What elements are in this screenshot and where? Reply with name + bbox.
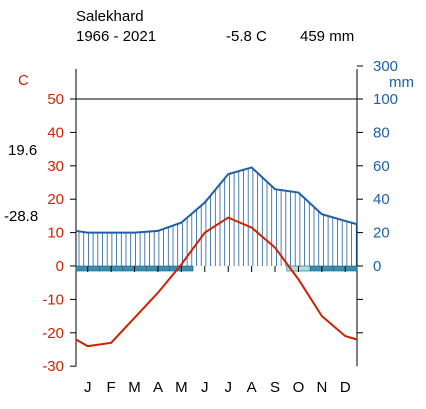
precipitation-tick-label: 300 (373, 58, 398, 75)
month-label: A (153, 379, 163, 396)
month-label: J (201, 379, 209, 396)
precipitation-tick-label: 40 (373, 191, 390, 208)
precipitation-tick-label: 80 (373, 124, 390, 141)
month-label: J (224, 379, 232, 396)
precipitation-tick-label: 0 (373, 258, 381, 275)
precipitation-line (76, 167, 357, 232)
month-label: A (247, 379, 257, 396)
month-label: D (340, 379, 351, 396)
precipitation-tick-label: 60 (373, 158, 390, 175)
temperature-tick-label: -20 (42, 325, 64, 342)
temperature-tick-label: -30 (42, 358, 64, 375)
month-label: M (128, 379, 141, 396)
temperature-tick-label: 30 (47, 158, 64, 175)
temperature-tick-label: 0 (56, 258, 64, 275)
month-label: M (175, 379, 188, 396)
temperature-tick-label: 50 (47, 91, 64, 108)
precipitation-tick-label: 20 (373, 225, 390, 242)
month-label: J (84, 379, 92, 396)
temperature-tick-label: 10 (47, 225, 64, 242)
month-label: F (107, 379, 116, 396)
temperature-tick-label: -10 (42, 291, 64, 308)
temperature-line (76, 218, 357, 347)
temperature-tick-label: 40 (47, 124, 64, 141)
precipitation-tick-label: 100 (373, 91, 398, 108)
month-label: O (293, 379, 305, 396)
month-label: N (316, 379, 327, 396)
temperature-tick-label: 20 (47, 191, 64, 208)
month-label: S (270, 379, 280, 396)
